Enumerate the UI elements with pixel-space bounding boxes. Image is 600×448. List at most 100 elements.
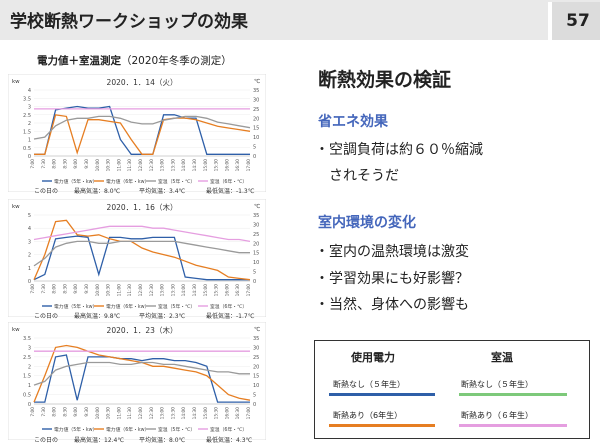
series-line <box>34 354 250 403</box>
x-tick: 16:00 <box>224 159 230 172</box>
caption-2020-01-23: この日の 最高気温：12.4℃ 平均気温：8.0℃ 最低気温：4.3℃ <box>34 435 296 445</box>
chart-subtitle: 電力値＋室温測定（2020年冬季の測定） <box>37 53 232 68</box>
x-tick: 9:30 <box>84 407 90 417</box>
chart-2020-01-23: 2020．1．23（木） kw ℃ 3.5 3 2.5 2 1.5 1 0.5 0 35 30 25 20 1… <box>8 322 266 440</box>
legend-power-none-line <box>329 393 435 396</box>
x-tick: 11:00 <box>116 284 122 297</box>
x-tick: 16:30 <box>235 407 241 420</box>
chart-title: 2020．1．16（木） <box>107 202 178 212</box>
y-right-unit: ℃ <box>254 326 260 333</box>
bullet-env-1: ・室内の温熱環境は激変 <box>315 244 469 260</box>
x-tick: 7:00 <box>30 159 36 169</box>
x-tick: 16:30 <box>235 284 241 297</box>
caption-label: この日の <box>34 188 59 195</box>
x-tick: 17:00 <box>246 159 252 172</box>
x-tick: 15:00 <box>203 407 209 420</box>
legend-temp-header: 室温 <box>491 351 513 364</box>
series-line <box>34 114 251 155</box>
legend-box: 使用電力 室温 断熱なし（５年生） 断熱あり（6年生） 断熱なし（５年生） 断熱… <box>314 340 590 439</box>
x-tick: 10:30 <box>106 284 112 297</box>
series-line <box>33 219 251 281</box>
section-energy-saving: 省エネ効果 <box>318 114 388 130</box>
x-tick: 7:30 <box>41 407 47 417</box>
x-tick: 14:30 <box>192 407 198 420</box>
y-left-tick: 2 <box>28 364 31 370</box>
legend-entry: 電力値（6年・kw） <box>106 426 149 433</box>
x-tick: 11:00 <box>116 407 122 420</box>
y-right-tick: 0 <box>253 402 256 408</box>
y-right-tick: 0 <box>253 279 256 285</box>
legend-entry: 室温（5年・℃） <box>158 303 195 310</box>
x-tick: 11:30 <box>127 407 133 420</box>
bullet-energy-2: されそうだ <box>315 168 399 184</box>
x-tick: 17:00 <box>246 407 252 420</box>
caption-label: この日の <box>34 437 59 444</box>
y-right-tick: 10 <box>253 383 259 389</box>
y-left-tick: 3.5 <box>23 336 31 342</box>
x-tick: 9:00 <box>73 159 79 169</box>
y-right-tick: 15 <box>253 374 259 380</box>
legend-entry: 電力値（6年・kw） <box>106 303 149 310</box>
y-right-tick: 25 <box>253 107 259 113</box>
y-left-tick: 3 <box>28 105 31 111</box>
y-left-tick: 4 <box>28 88 31 94</box>
y-left-tick: 1.5 <box>23 129 31 135</box>
y-right-tick: 35 <box>253 213 259 219</box>
legend-power-header: 使用電力 <box>351 351 395 364</box>
x-tick: 16:30 <box>235 159 241 172</box>
x-tick: 12:30 <box>149 284 155 297</box>
y-left-tick: 0 <box>28 402 31 408</box>
y-right-unit: ℃ <box>254 203 260 210</box>
caption-2020-01-14: この日の 最高気温：8.0℃ 平均気温：3.4℃ 最低気温：-1.3℃ <box>34 186 296 196</box>
series-line <box>33 240 250 267</box>
legend-temp-with-label: 断熱あり（６年生） <box>461 411 533 420</box>
y-left-unit: kw <box>12 204 20 210</box>
subtitle-rest: （2020年冬季の測定） <box>121 55 232 67</box>
x-tick: 15:00 <box>203 284 209 297</box>
series-line <box>33 225 251 243</box>
y-right-tick: 30 <box>253 97 259 103</box>
legend-entry: 電力値（5年・kw） <box>54 426 97 433</box>
x-tick: 7:00 <box>30 407 36 417</box>
x-tick: 11:30 <box>127 159 133 172</box>
legend-entry: 室温（6年・℃） <box>210 178 247 185</box>
legend-temp-none-line <box>459 393 567 396</box>
caption-min: 最低気温：4.3℃ <box>206 437 253 444</box>
x-tick: 12:00 <box>138 159 144 172</box>
x-tick: 8:30 <box>62 407 68 417</box>
x-tick: 9:30 <box>84 284 90 294</box>
x-tick: 7:30 <box>41 284 47 294</box>
subtitle-bold: 電力値＋室温測定 <box>37 55 121 67</box>
legend-power-with-label: 断熱あり（6年生） <box>333 411 403 420</box>
legend-temp-with-line <box>459 424 567 427</box>
x-tick: 8:30 <box>62 284 68 294</box>
x-tick: 12:30 <box>149 407 155 420</box>
x-tick: 14:30 <box>192 284 198 297</box>
caption-label: この日の <box>34 313 59 320</box>
caption-max: 最高気温：9.8℃ <box>74 313 121 320</box>
x-tick: 8:00 <box>52 284 58 294</box>
x-tick: 12:30 <box>149 159 155 172</box>
x-tick: 7:30 <box>41 159 47 169</box>
y-right-tick: 20 <box>253 116 259 122</box>
x-tick: 7:00 <box>30 284 36 294</box>
y-left-tick: 3 <box>28 239 31 245</box>
x-tick: 9:30 <box>84 159 90 169</box>
legend-entry: 室温（6年・℃） <box>210 426 247 433</box>
y-left-tick: 3 <box>28 345 31 351</box>
caption-avg: 平均気温：3.4℃ <box>139 188 186 195</box>
legend-entry: 室温（5年・℃） <box>158 178 195 185</box>
y-right-tick: 25 <box>253 232 259 238</box>
x-tick: 13:30 <box>170 407 176 420</box>
x-tick: 15:30 <box>214 407 220 420</box>
y-right-tick: 30 <box>253 345 259 351</box>
chart-frame <box>8 74 266 192</box>
x-tick: 9:00 <box>73 407 79 417</box>
y-left-tick: 3.5 <box>23 96 31 102</box>
chart-svg: 2020．1．23（木） kw ℃ 3.5 3 2.5 2 1.5 1 0.5 0 35 30 25 20 1… <box>8 322 266 440</box>
x-tick: 10:00 <box>95 284 101 297</box>
y-right-tick: 35 <box>253 336 259 342</box>
x-tick: 8:00 <box>52 407 58 417</box>
x-tick: 15:30 <box>214 284 220 297</box>
